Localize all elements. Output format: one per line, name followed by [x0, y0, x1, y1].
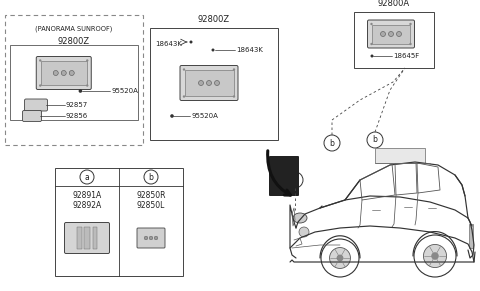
Circle shape — [330, 248, 350, 269]
Circle shape — [39, 59, 41, 62]
Text: b: b — [149, 173, 154, 182]
Bar — [41, 61, 87, 85]
Circle shape — [423, 244, 446, 267]
Bar — [354, 12, 434, 68]
Text: 18645F: 18645F — [393, 53, 419, 59]
FancyBboxPatch shape — [269, 156, 299, 196]
Text: a: a — [293, 175, 298, 184]
Circle shape — [79, 89, 82, 93]
Bar — [372, 24, 410, 43]
Text: 95520A: 95520A — [191, 113, 218, 119]
Circle shape — [215, 81, 219, 86]
Text: a: a — [84, 173, 89, 182]
Circle shape — [414, 235, 456, 277]
Circle shape — [388, 31, 394, 36]
Circle shape — [370, 23, 372, 25]
Text: 92850R: 92850R — [136, 191, 166, 200]
Circle shape — [144, 170, 158, 184]
Text: b: b — [330, 139, 335, 148]
FancyBboxPatch shape — [23, 111, 41, 122]
FancyBboxPatch shape — [36, 56, 91, 90]
Bar — [10, 45, 138, 120]
Bar — [375, 148, 425, 163]
FancyBboxPatch shape — [180, 65, 238, 100]
Text: 92800A: 92800A — [378, 0, 410, 8]
Circle shape — [409, 43, 412, 45]
Circle shape — [299, 227, 309, 237]
Circle shape — [183, 68, 185, 71]
Bar — [76, 227, 82, 249]
Circle shape — [409, 23, 412, 25]
Circle shape — [233, 68, 235, 71]
Text: 92800Z: 92800Z — [198, 15, 230, 24]
Circle shape — [149, 236, 153, 240]
Circle shape — [86, 59, 88, 62]
Text: 92850L: 92850L — [137, 201, 165, 210]
Bar — [55, 168, 183, 276]
Bar — [93, 227, 97, 249]
Text: 95520A: 95520A — [111, 88, 138, 94]
Bar — [469, 224, 473, 248]
FancyBboxPatch shape — [368, 20, 415, 48]
Circle shape — [396, 31, 401, 36]
Circle shape — [144, 236, 148, 240]
Circle shape — [233, 95, 235, 98]
FancyBboxPatch shape — [64, 223, 109, 253]
Text: 92856: 92856 — [66, 113, 88, 119]
FancyBboxPatch shape — [24, 99, 48, 111]
Circle shape — [154, 236, 158, 240]
Text: 92800Z: 92800Z — [58, 36, 90, 45]
Circle shape — [367, 132, 383, 148]
Bar — [150, 28, 278, 140]
Circle shape — [61, 70, 66, 75]
Circle shape — [170, 114, 174, 118]
Circle shape — [199, 81, 204, 86]
Circle shape — [69, 70, 74, 75]
Circle shape — [370, 43, 372, 45]
Text: 92891A: 92891A — [72, 191, 102, 200]
Text: b: b — [372, 136, 377, 145]
Circle shape — [53, 70, 58, 75]
Circle shape — [321, 239, 359, 277]
Text: (PANORAMA SUNROOF): (PANORAMA SUNROOF) — [36, 26, 113, 32]
Circle shape — [39, 84, 41, 87]
Text: 92857: 92857 — [66, 102, 88, 108]
Bar — [184, 70, 233, 96]
Circle shape — [371, 54, 373, 58]
Circle shape — [381, 31, 385, 36]
Circle shape — [190, 40, 192, 43]
Circle shape — [212, 49, 215, 52]
Text: 92892A: 92892A — [72, 201, 102, 210]
Bar — [84, 227, 90, 249]
Circle shape — [206, 81, 212, 86]
FancyBboxPatch shape — [137, 228, 165, 248]
Circle shape — [287, 172, 303, 188]
Circle shape — [183, 95, 185, 98]
Bar — [5, 15, 143, 145]
Text: 18643K: 18643K — [155, 41, 182, 47]
Text: 18643K: 18643K — [236, 47, 263, 53]
Ellipse shape — [293, 213, 307, 223]
Circle shape — [431, 252, 439, 260]
Circle shape — [324, 135, 340, 151]
Circle shape — [80, 170, 94, 184]
Circle shape — [336, 255, 343, 261]
Circle shape — [86, 84, 88, 87]
